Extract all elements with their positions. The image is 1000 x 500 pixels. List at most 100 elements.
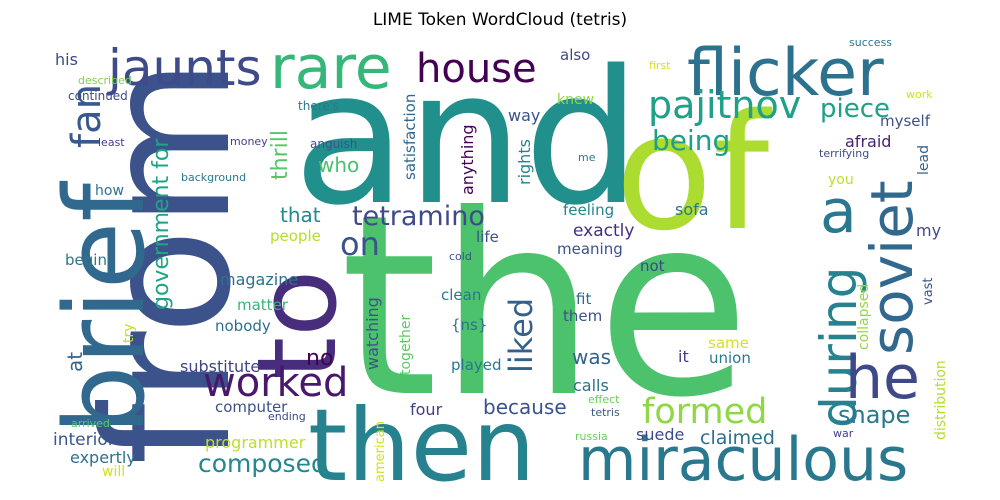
word-at-label: at bbox=[63, 352, 87, 372]
word-way-label: way bbox=[508, 106, 540, 125]
word-knew-label: knew bbox=[557, 92, 594, 108]
word-them-label: them bbox=[563, 307, 602, 325]
word-also-label: also bbox=[560, 46, 590, 64]
word-interior-label: interior bbox=[53, 430, 115, 450]
word-formed-label: formed bbox=[642, 392, 767, 432]
word-clean-label: clean bbox=[441, 286, 481, 304]
word-anguish-label: anguish bbox=[310, 137, 357, 151]
word-how-label: how bbox=[95, 183, 124, 199]
word-collapsed-label: collapsed bbox=[856, 284, 872, 350]
word-worked-label: worked bbox=[203, 360, 348, 406]
word-same-label: same bbox=[708, 334, 749, 352]
word-feeling-label: feeling bbox=[563, 201, 614, 219]
word-no-label: no bbox=[306, 346, 333, 371]
word-because-label: because bbox=[483, 395, 567, 419]
word-the-label: the bbox=[340, 161, 750, 452]
word-meaning-label: meaning bbox=[557, 240, 623, 258]
word-programmer-label: programmer bbox=[205, 433, 306, 452]
word-try-label: try bbox=[121, 323, 137, 343]
word-sofa-label: sofa bbox=[675, 200, 709, 219]
word-russia-label: russia bbox=[575, 430, 608, 443]
word-continued-label: continued bbox=[68, 89, 128, 103]
word-from-label: from bbox=[67, 58, 270, 465]
word-ns-label: {ns} bbox=[451, 316, 487, 334]
word-he-label: he bbox=[845, 343, 920, 413]
word-who-label: who bbox=[318, 153, 359, 177]
word-a-label: a bbox=[820, 177, 857, 247]
word-union-label: union bbox=[709, 349, 751, 367]
word-during-label: during bbox=[810, 267, 868, 428]
word-background-label: background bbox=[181, 171, 246, 184]
word-vast-label: vast bbox=[921, 277, 936, 305]
word-composed-label: composed bbox=[198, 449, 327, 478]
word-then-label: then bbox=[308, 387, 536, 500]
word-played-label: played bbox=[451, 356, 502, 374]
word-first-label: first bbox=[649, 59, 671, 72]
word-on-label: on bbox=[340, 225, 380, 263]
word-terrifying-label: terrifying bbox=[819, 147, 869, 160]
word-exactly-label: exactly bbox=[573, 221, 634, 241]
word-described-label: described bbox=[78, 74, 132, 87]
word-thrill-label: thrill bbox=[268, 130, 293, 180]
word-watching-label: watching bbox=[363, 297, 382, 370]
word-money-label: money bbox=[230, 135, 268, 148]
word-computer-label: computer bbox=[215, 398, 288, 416]
word-satisfaction-label: satisfaction bbox=[401, 94, 419, 180]
word-matter-label: matter bbox=[237, 296, 289, 314]
word-jaunts-label: jaunts bbox=[107, 39, 262, 97]
word-brief-label: brief bbox=[41, 181, 169, 435]
word-you-label: you bbox=[828, 172, 854, 188]
word-that-label: that bbox=[280, 203, 321, 227]
word-me-label: me bbox=[578, 151, 596, 164]
word-governmentfor-label: government for bbox=[149, 138, 174, 310]
word-fit-label: fit bbox=[576, 290, 591, 308]
word-and-label: and bbox=[293, 30, 641, 246]
word-will-label: will bbox=[102, 464, 125, 480]
word-rights-label: rights bbox=[515, 139, 534, 185]
word-american-label: american bbox=[373, 421, 388, 482]
word-ending-label: ending bbox=[268, 410, 306, 423]
word-was-label: was bbox=[572, 345, 611, 369]
word-effect-label: effect bbox=[588, 393, 620, 406]
word-calls-label: calls bbox=[573, 376, 609, 395]
word-arrived-label: arrived bbox=[71, 417, 110, 430]
word-my-label: my bbox=[916, 221, 941, 240]
word-claimed-label: claimed bbox=[700, 427, 775, 449]
word-tetris-label: tetris bbox=[591, 406, 620, 419]
word-life-label: life bbox=[476, 228, 499, 246]
word-theres-label: there's bbox=[298, 99, 339, 113]
word-soviet-label: soviet bbox=[858, 180, 926, 355]
word-not-label: not bbox=[640, 257, 665, 275]
word-of-label: of bbox=[615, 79, 773, 266]
word-war-label: war bbox=[833, 427, 854, 440]
word-house-label: house bbox=[416, 46, 537, 92]
word-magazine-label: magazine bbox=[220, 270, 298, 289]
word-four-label: four bbox=[410, 400, 443, 419]
word-miraculous-label: miraculous bbox=[578, 425, 908, 495]
word-piece-label: piece bbox=[820, 94, 890, 124]
word-together-label: together bbox=[398, 314, 414, 375]
word-people-label: people bbox=[270, 227, 321, 245]
chart-title: LIME Token WordCloud (tetris) bbox=[372, 10, 628, 30]
word-work-label: work bbox=[906, 88, 933, 101]
word-expertly-label: expertly bbox=[70, 448, 136, 467]
word-his-label: his bbox=[55, 50, 78, 69]
word-substitute-label: substitute bbox=[180, 357, 260, 376]
word-rare-label: rare bbox=[270, 33, 392, 103]
word-anything-label: anything bbox=[458, 124, 477, 195]
word-begin-label: begin bbox=[65, 251, 107, 269]
word-shape-label: shape bbox=[838, 401, 910, 429]
word-distribution-label: distribution bbox=[933, 360, 949, 440]
word-afraid-label: afraid bbox=[845, 132, 891, 151]
word-lead-label: lead bbox=[916, 145, 932, 175]
word-it-label: it bbox=[678, 347, 689, 366]
word-flicker-label: flicker bbox=[687, 36, 884, 111]
word-tetramino-label: tetramino bbox=[352, 201, 485, 232]
word-myself-label: myself bbox=[880, 112, 931, 130]
word-pajitnov-label: pajitnov bbox=[648, 83, 801, 127]
word-least-label: least bbox=[98, 136, 125, 149]
word-fan-label: fan bbox=[64, 84, 110, 148]
word-being-label: being bbox=[652, 124, 730, 157]
word-cold-label: cold bbox=[449, 250, 472, 263]
